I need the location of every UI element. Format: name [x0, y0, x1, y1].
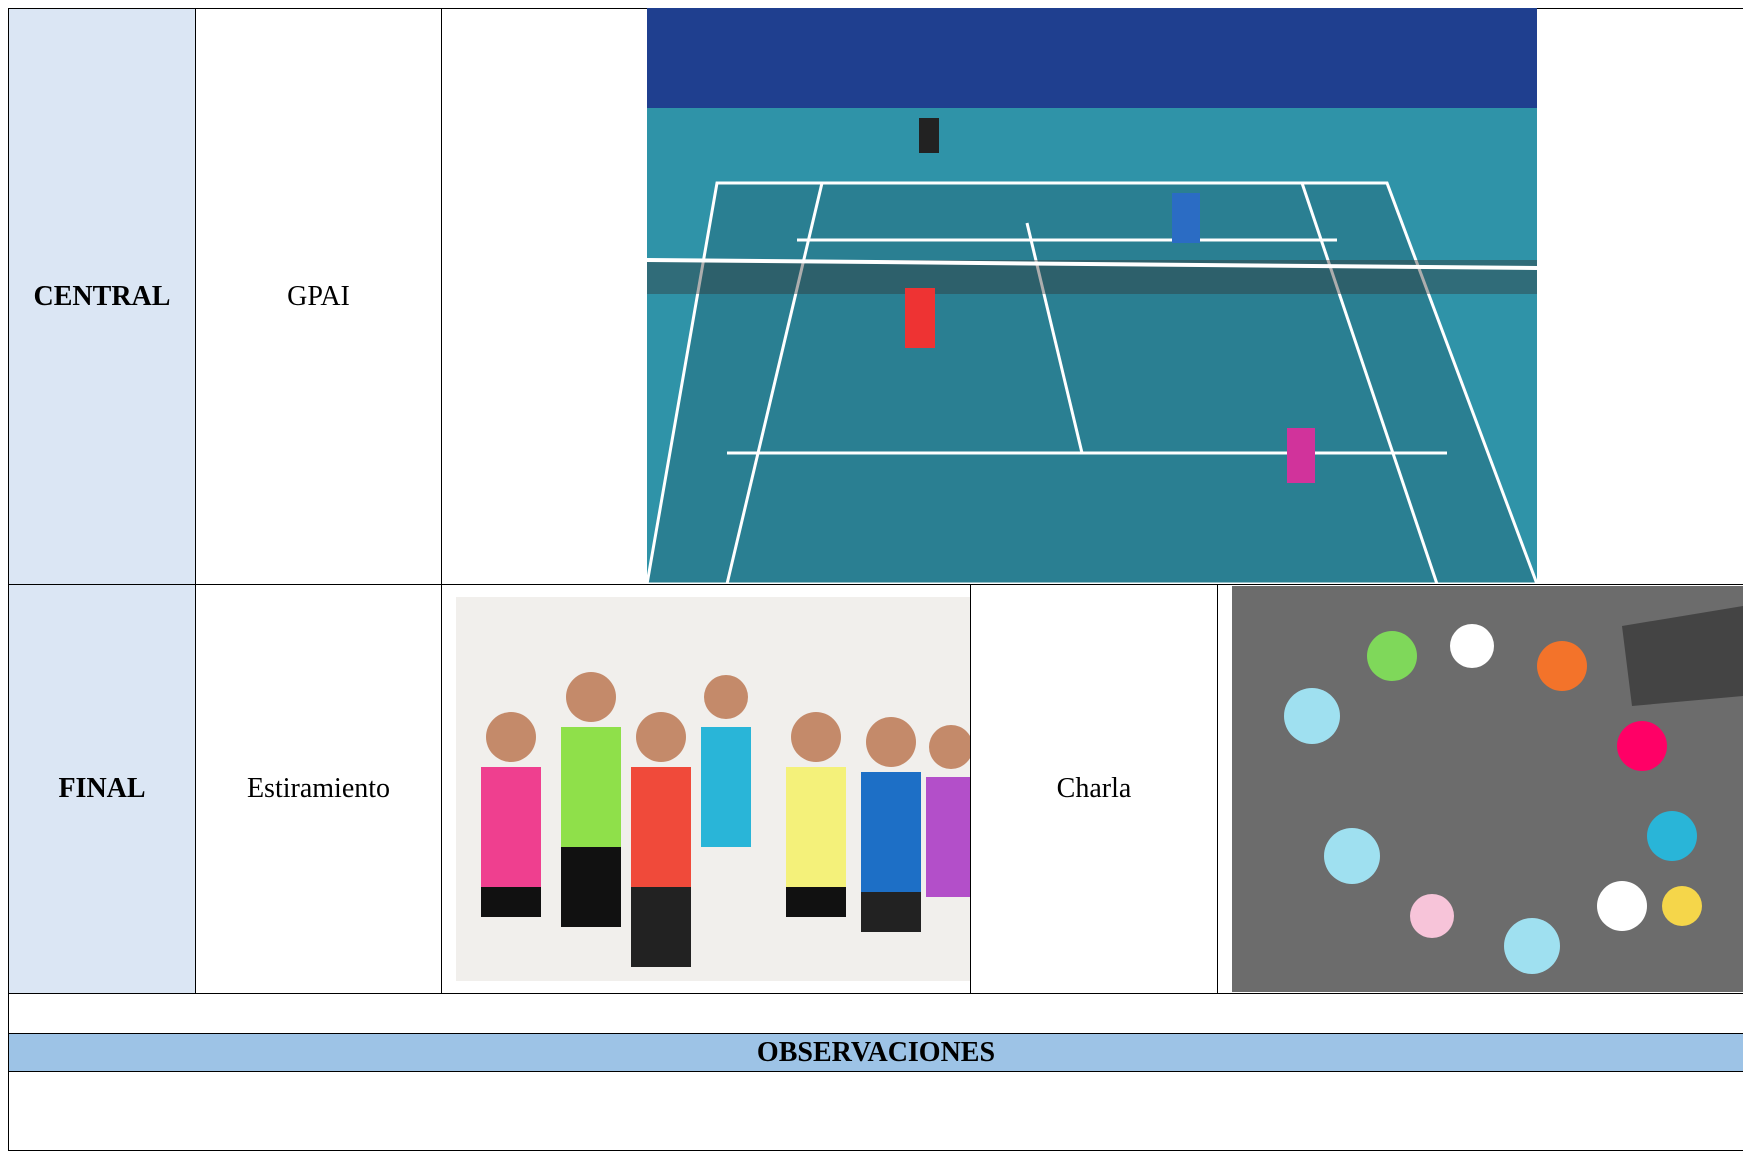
- cell-text: Estiramiento: [246, 773, 391, 804]
- row-label: FINAL: [58, 773, 146, 804]
- cell: GPAI: [195, 8, 442, 585]
- cell: CENTRAL: [8, 8, 196, 585]
- cell-text: GPAI: [287, 280, 350, 312]
- header-text: OBSERVACIONES: [756, 1036, 996, 1068]
- section-header: OBSERVACIONES: [8, 1033, 1743, 1072]
- cell: FINAL: [8, 584, 196, 994]
- circle-photo: [1232, 586, 1743, 992]
- cell: [8, 1071, 1743, 1151]
- cell: Estiramiento: [195, 584, 442, 994]
- stretching-photo: [456, 597, 970, 981]
- row-label: CENTRAL: [33, 280, 171, 312]
- cell-text: Charla: [1056, 773, 1132, 804]
- tennis-photo: [647, 8, 1537, 584]
- cell: Charla: [970, 584, 1218, 994]
- cell: [8, 993, 1743, 1034]
